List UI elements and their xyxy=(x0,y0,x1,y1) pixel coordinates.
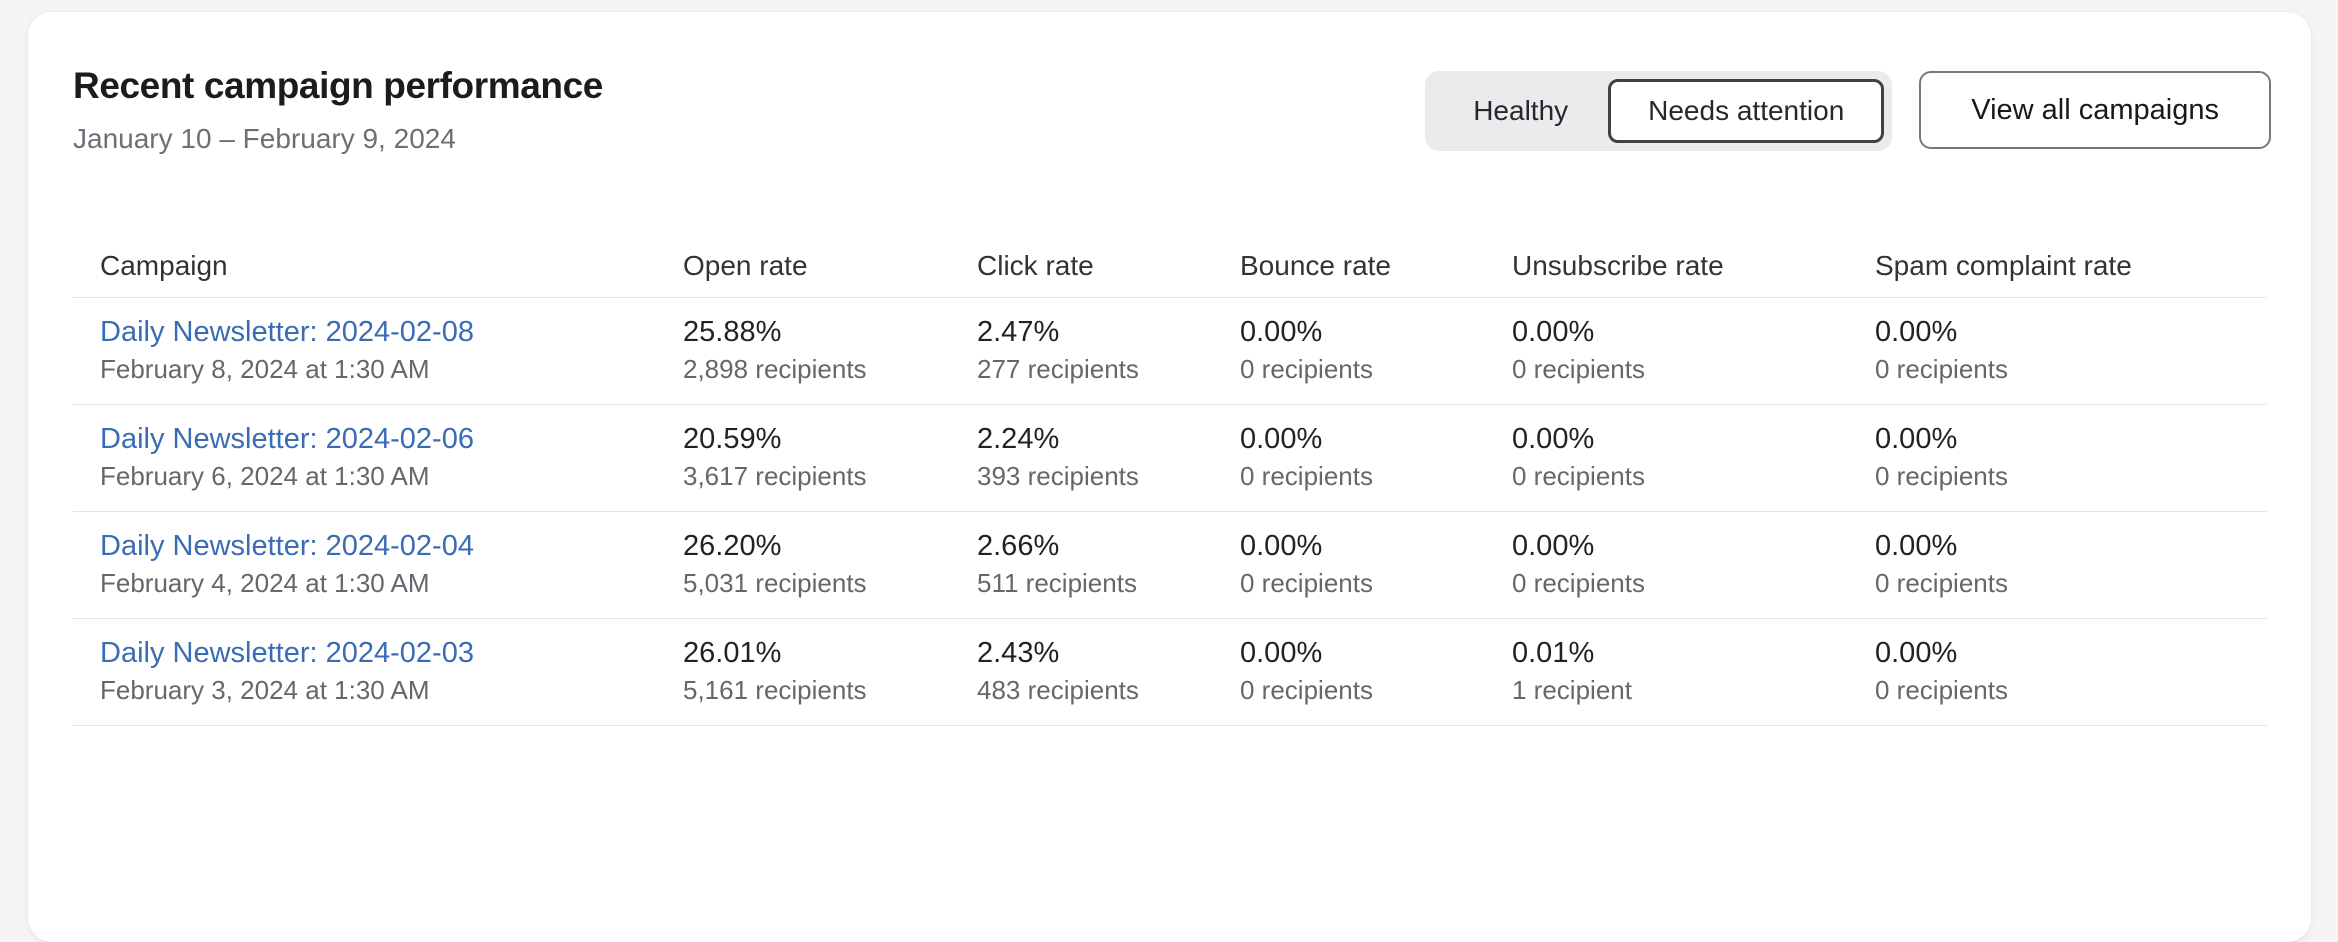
unsubscribe-rate-cell: 0.00% 0 recipients xyxy=(1512,298,1875,404)
unsubscribe-rate-value: 0.00% xyxy=(1512,423,1595,455)
spam-rate-recipients: 0 recipients xyxy=(1875,675,2008,705)
spam-rate-recipients: 0 recipients xyxy=(1875,461,2008,491)
bounce-rate-cell: 0.00% 0 recipients xyxy=(1240,619,1512,725)
column-header-unsubscribe-rate: Unsubscribe rate xyxy=(1512,250,1724,281)
open-rate-value: 26.01% xyxy=(683,637,782,669)
open-rate-cell: 25.88% 2,898 recipients xyxy=(683,298,977,404)
click-rate-value: 2.66% xyxy=(977,530,1060,562)
open-rate-recipients: 2,898 recipients xyxy=(683,354,867,384)
campaign-sent-date: February 3, 2024 at 1:30 AM xyxy=(100,675,430,705)
column-header-spam-complaint-rate: Spam complaint rate xyxy=(1875,250,2132,281)
table-row: Daily Newsletter: 2024-02-08 February 8,… xyxy=(73,298,2267,405)
open-rate-value: 25.88% xyxy=(683,316,782,348)
table-row: Daily Newsletter: 2024-02-04 February 4,… xyxy=(73,512,2267,619)
bounce-rate-recipients: 0 recipients xyxy=(1240,568,1373,598)
click-rate-recipients: 483 recipients xyxy=(977,675,1139,705)
view-all-campaigns-button[interactable]: View all campaigns xyxy=(1919,71,2271,149)
bounce-rate-value: 0.00% xyxy=(1240,316,1323,348)
open-rate-value: 26.20% xyxy=(683,530,782,562)
click-rate-value: 2.47% xyxy=(977,316,1060,348)
bounce-rate-recipients: 0 recipients xyxy=(1240,675,1373,705)
open-rate-cell: 20.59% 3,617 recipients xyxy=(683,405,977,511)
status-filter-group: Healthy Needs attention xyxy=(1425,71,1893,151)
bounce-rate-value: 0.00% xyxy=(1240,423,1323,455)
bounce-rate-cell: 0.00% 0 recipients xyxy=(1240,405,1512,511)
spam-rate-cell: 0.00% 0 recipients xyxy=(1875,619,2267,725)
click-rate-value: 2.24% xyxy=(977,423,1060,455)
bounce-rate-cell: 0.00% 0 recipients xyxy=(1240,512,1512,618)
table-body: Daily Newsletter: 2024-02-08 February 8,… xyxy=(73,298,2267,726)
click-rate-recipients: 393 recipients xyxy=(977,461,1139,491)
unsubscribe-rate-cell: 0.00% 0 recipients xyxy=(1512,512,1875,618)
column-header-click-rate: Click rate xyxy=(977,250,1094,281)
spam-rate-cell: 0.00% 0 recipients xyxy=(1875,405,2267,511)
unsubscribe-rate-cell: 0.00% 0 recipients xyxy=(1512,405,1875,511)
spam-rate-recipients: 0 recipients xyxy=(1875,354,2008,384)
click-rate-value: 2.43% xyxy=(977,637,1060,669)
bounce-rate-value: 0.00% xyxy=(1240,530,1323,562)
unsubscribe-rate-recipients: 1 recipient xyxy=(1512,675,1632,705)
campaign-cell: Daily Newsletter: 2024-02-03 February 3,… xyxy=(73,619,683,725)
campaign-sent-date: February 8, 2024 at 1:30 AM xyxy=(100,354,430,384)
spam-rate-value: 0.00% xyxy=(1875,530,1958,562)
unsubscribe-rate-recipients: 0 recipients xyxy=(1512,568,1645,598)
campaign-performance-card: Recent campaign performance January 10 –… xyxy=(28,12,2311,942)
unsubscribe-rate-recipients: 0 recipients xyxy=(1512,354,1645,384)
filter-healthy-button[interactable]: Healthy xyxy=(1433,79,1608,143)
column-header-bounce-rate: Bounce rate xyxy=(1240,250,1391,281)
click-rate-recipients: 511 recipients xyxy=(977,568,1137,598)
campaign-link[interactable]: Daily Newsletter: 2024-02-08 xyxy=(100,316,474,348)
bounce-rate-recipients: 0 recipients xyxy=(1240,461,1373,491)
open-rate-recipients: 3,617 recipients xyxy=(683,461,867,491)
spam-rate-recipients: 0 recipients xyxy=(1875,568,2008,598)
campaign-link[interactable]: Daily Newsletter: 2024-02-06 xyxy=(100,423,474,455)
campaign-link[interactable]: Daily Newsletter: 2024-02-04 xyxy=(100,530,474,562)
spam-rate-value: 0.00% xyxy=(1875,316,1958,348)
open-rate-recipients: 5,031 recipients xyxy=(683,568,867,598)
table-header-row: Campaign Open rate Click rate Bounce rate Un… xyxy=(73,242,2267,298)
heading-block: Recent campaign performance January 10 –… xyxy=(73,62,603,158)
open-rate-recipients: 5,161 recipients xyxy=(683,675,867,705)
header-actions: Healthy Needs attention View all campaig… xyxy=(1425,71,2271,151)
table-row: Daily Newsletter: 2024-02-03 February 3,… xyxy=(73,619,2267,726)
column-header-open-rate: Open rate xyxy=(683,250,808,281)
spam-rate-value: 0.00% xyxy=(1875,637,1958,669)
click-rate-recipients: 277 recipients xyxy=(977,354,1139,384)
unsubscribe-rate-value: 0.00% xyxy=(1512,316,1595,348)
filter-needs-attention-button[interactable]: Needs attention xyxy=(1608,79,1885,143)
click-rate-cell: 2.24% 393 recipients xyxy=(977,405,1240,511)
page-title: Recent campaign performance xyxy=(73,65,603,106)
column-header-campaign: Campaign xyxy=(100,250,228,281)
table-row: Daily Newsletter: 2024-02-06 February 6,… xyxy=(73,405,2267,512)
open-rate-value: 20.59% xyxy=(683,423,782,455)
campaign-cell: Daily Newsletter: 2024-02-06 February 6,… xyxy=(73,405,683,511)
open-rate-cell: 26.20% 5,031 recipients xyxy=(683,512,977,618)
click-rate-cell: 2.66% 511 recipients xyxy=(977,512,1240,618)
spam-rate-cell: 0.00% 0 recipients xyxy=(1875,512,2267,618)
campaign-cell: Daily Newsletter: 2024-02-04 February 4,… xyxy=(73,512,683,618)
campaign-cell: Daily Newsletter: 2024-02-08 February 8,… xyxy=(73,298,683,404)
bounce-rate-value: 0.00% xyxy=(1240,637,1323,669)
click-rate-cell: 2.43% 483 recipients xyxy=(977,619,1240,725)
campaign-link[interactable]: Daily Newsletter: 2024-02-03 xyxy=(100,637,474,669)
unsubscribe-rate-value: 0.00% xyxy=(1512,530,1595,562)
unsubscribe-rate-value: 0.01% xyxy=(1512,637,1595,669)
campaign-sent-date: February 6, 2024 at 1:30 AM xyxy=(100,461,430,491)
bounce-rate-recipients: 0 recipients xyxy=(1240,354,1373,384)
campaign-table: Campaign Open rate Click rate Bounce rate Un… xyxy=(73,242,2267,726)
card-header: Recent campaign performance January 10 –… xyxy=(28,12,2311,158)
unsubscribe-rate-recipients: 0 recipients xyxy=(1512,461,1645,491)
open-rate-cell: 26.01% 5,161 recipients xyxy=(683,619,977,725)
unsubscribe-rate-cell: 0.01% 1 recipient xyxy=(1512,619,1875,725)
click-rate-cell: 2.47% 277 recipients xyxy=(977,298,1240,404)
bounce-rate-cell: 0.00% 0 recipients xyxy=(1240,298,1512,404)
spam-rate-cell: 0.00% 0 recipients xyxy=(1875,298,2267,404)
spam-rate-value: 0.00% xyxy=(1875,423,1958,455)
campaign-sent-date: February 4, 2024 at 1:30 AM xyxy=(100,568,430,598)
date-range: January 10 – February 9, 2024 xyxy=(73,123,456,154)
